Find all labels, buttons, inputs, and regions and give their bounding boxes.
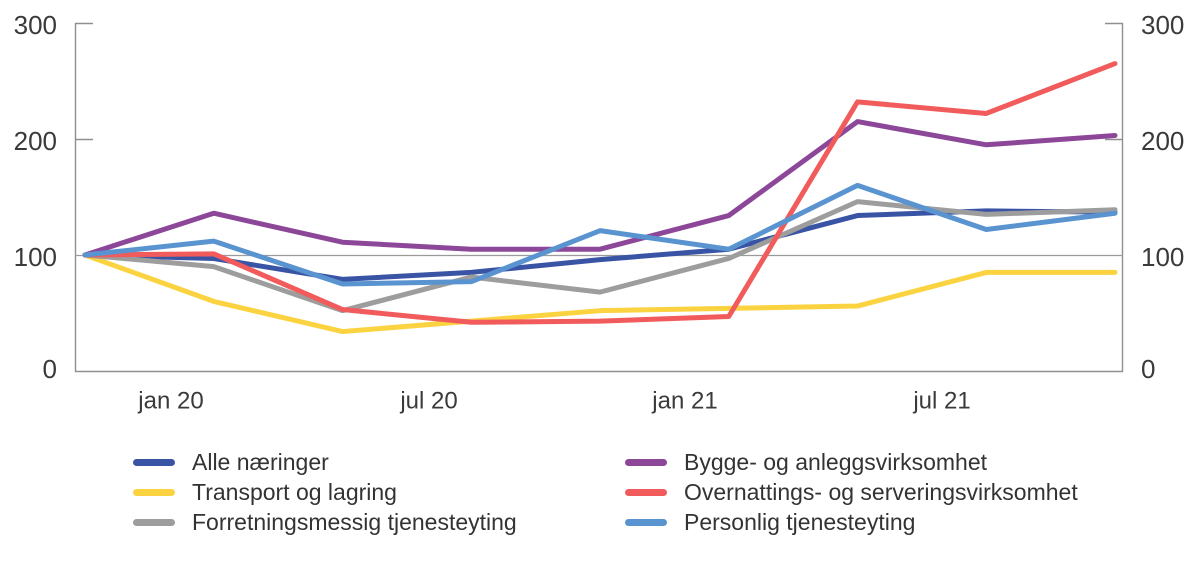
legend-column-left: Alle næringer Transport og lagring Forre… <box>133 447 517 537</box>
legend-column-right: Bygge- og anleggsvirksomhet Overnattings… <box>625 447 1078 537</box>
series-line-1 <box>82 252 1118 335</box>
x-tick-label: jan 20 <box>137 388 203 415</box>
legend-swatch-personlig-tjenesteyting-icon <box>625 518 667 526</box>
legend-swatch-bygge-og-anleggsvirksomhet-icon <box>625 458 667 466</box>
legend-label: Personlig tjenesteyting <box>684 508 916 535</box>
legend-label: Transport og lagring <box>192 478 397 505</box>
legend-item-personlig-tjenesteyting: Personlig tjenesteyting <box>625 507 1078 537</box>
legend-label: Overnattings- og serveringsvirksomhet <box>684 478 1078 505</box>
legend-item-forretningsmessig-tjenesteyting: Forretningsmessig tjenesteyting <box>133 507 517 537</box>
legend-label: Forretningsmessig tjenesteyting <box>192 508 517 535</box>
y-tick-label: 0 <box>43 354 57 384</box>
y-tick-label: 300 <box>14 10 57 40</box>
axis-frame <box>74 23 1124 373</box>
legend-item-bygge-og-anleggsvirksomhet: Bygge- og anleggsvirksomhet <box>625 447 1078 477</box>
y-axis-labels-right: 300 200 100 0 <box>1141 10 1184 384</box>
legend-swatch-forretningsmessig-tjenesteyting-icon <box>133 518 175 526</box>
y-tick-label: 200 <box>14 126 57 156</box>
y-tick-label: 200 <box>1141 126 1184 156</box>
y-tick-label: 100 <box>14 242 57 272</box>
x-tick-label: jan 21 <box>651 388 717 415</box>
series-line-3 <box>82 119 1118 258</box>
y-tick-label: 100 <box>1141 242 1184 272</box>
x-axis-labels: jan 20 jul 20 jan 21 jul 21 <box>137 388 970 415</box>
series-lines <box>82 61 1118 335</box>
y-tick-label: 300 <box>1141 10 1184 40</box>
y-axis-labels-left: 300 200 100 0 <box>14 10 57 384</box>
series-line-2 <box>82 199 1118 314</box>
legend-item-overnattings-og-serveringsvirksomhet: Overnattings- og serveringsvirksomhet <box>625 477 1078 507</box>
legend-swatch-alle-naeringer-icon <box>133 458 175 466</box>
legend-label: Bygge- og anleggsvirksomhet <box>684 448 987 475</box>
legend-item-transport-og-lagring: Transport og lagring <box>133 477 517 507</box>
legend-label: Alle næringer <box>192 448 329 475</box>
legend-swatch-transport-og-lagring-icon <box>133 488 175 496</box>
y-tick-label: 0 <box>1141 354 1155 384</box>
legend-swatch-overnattings-og-serveringsvirksomhet-icon <box>625 488 667 496</box>
x-tick-label: jul 20 <box>399 388 457 415</box>
x-tick-label: jul 21 <box>912 388 970 415</box>
legend-item-alle-naeringer: Alle næringer <box>133 447 517 477</box>
series-line-5 <box>82 182 1118 287</box>
series-line-4 <box>82 61 1118 325</box>
